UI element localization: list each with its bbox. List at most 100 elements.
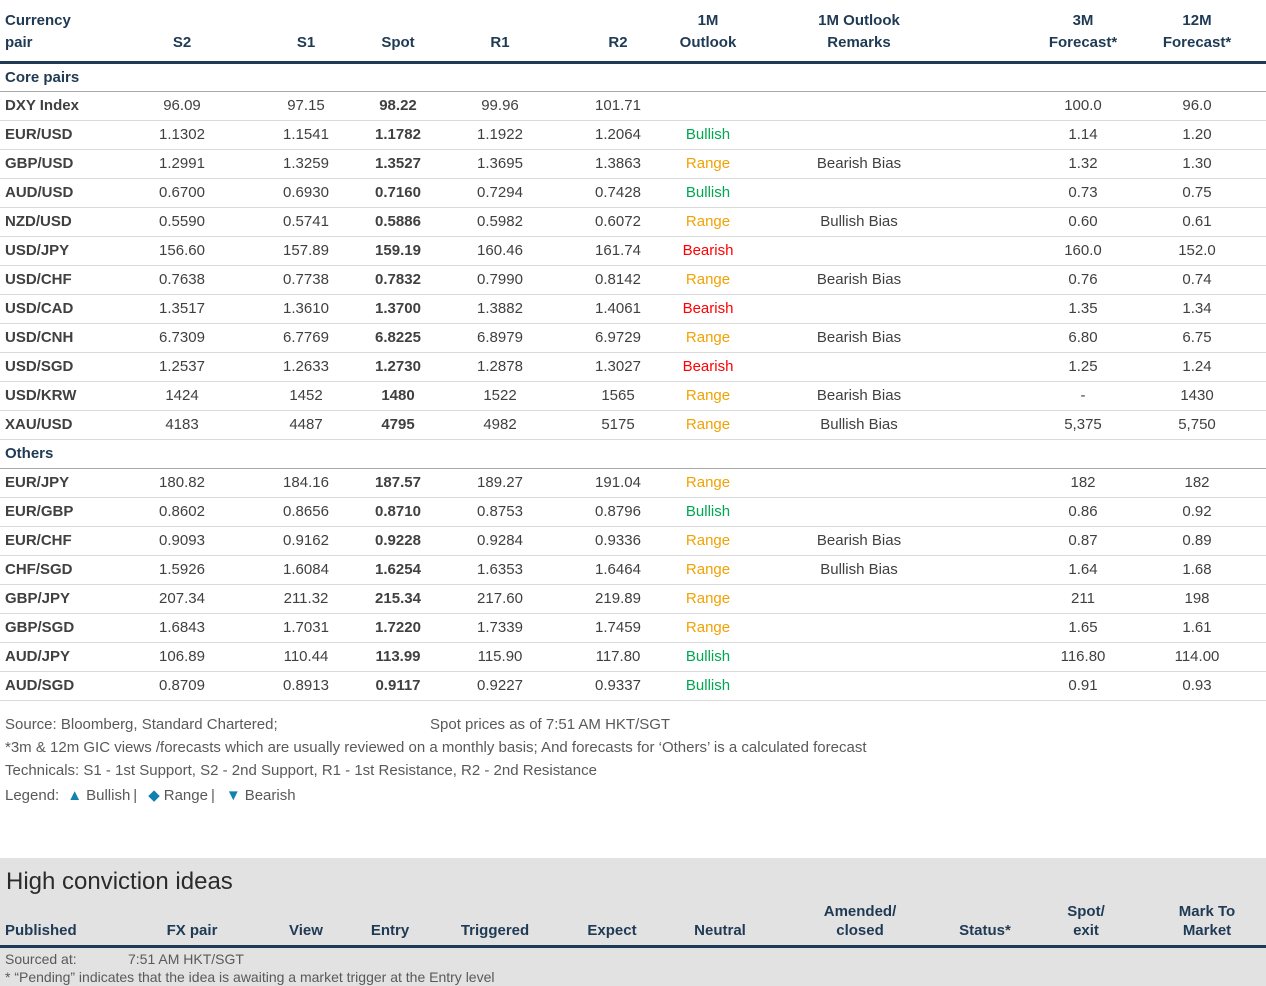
cell-spacer xyxy=(976,352,1038,382)
cell-outlook: Range xyxy=(674,323,742,353)
cell-spot: 0.7160 xyxy=(358,178,438,208)
cell-r2: 0.6072 xyxy=(562,207,674,237)
cell-remarks xyxy=(742,91,976,121)
col-1m-outlook: 1M Outlook xyxy=(674,0,742,64)
section-row: Others xyxy=(0,439,1266,469)
cell-remarks xyxy=(742,294,976,324)
legend-item-label: Range xyxy=(163,786,208,804)
cell-remarks xyxy=(742,236,976,266)
fx-table-header-row: Currency pair S2 S1 Spot R1 R2 1M Outlook 1M Outl… xyxy=(0,0,1266,64)
cell-r2: 1.6464 xyxy=(562,555,674,585)
col-r2: R2 xyxy=(562,0,674,64)
section-label: Core pairs xyxy=(0,62,1266,92)
fx-row: EUR/JPY 180.82 184.16 187.57 189.27 191.04 Ran… xyxy=(0,468,1266,498)
legend-item-label: Bullish xyxy=(86,786,131,804)
cell-pair: GBP/USD xyxy=(0,149,110,179)
cell-12m-forecast: 182 xyxy=(1128,468,1266,498)
fx-row: EUR/USD 1.1302 1.1541 1.1782 1.1922 1.2064 Bul… xyxy=(0,120,1266,150)
cell-s1: 0.7738 xyxy=(254,265,358,295)
col-published: Published xyxy=(0,902,120,948)
cell-3m-forecast: - xyxy=(1038,381,1128,411)
cell-pair: NZD/USD xyxy=(0,207,110,237)
cell-spot: 113.99 xyxy=(358,642,438,672)
legend-separator: | xyxy=(133,786,138,804)
cell-outlook: Range xyxy=(674,613,742,643)
cell-r2: 219.89 xyxy=(562,584,674,614)
cell-remarks xyxy=(742,352,976,382)
cell-remarks xyxy=(742,178,976,208)
cell-spacer xyxy=(976,671,1038,701)
cell-s2: 1424 xyxy=(110,381,254,411)
cell-pair: EUR/GBP xyxy=(0,497,110,527)
cell-pair: AUD/USD xyxy=(0,178,110,208)
fx-table-body: Core pairs DXY Index 96.09 97.15 98.22 99.96 1… xyxy=(0,62,1266,701)
cell-spacer xyxy=(976,294,1038,324)
cell-outlook: Bearish xyxy=(674,294,742,324)
cell-r2: 0.9336 xyxy=(562,526,674,556)
cell-s2: 1.5926 xyxy=(110,555,254,585)
cell-spacer xyxy=(976,381,1038,411)
cell-s1: 157.89 xyxy=(254,236,358,266)
cell-pair: USD/JPY xyxy=(0,236,110,266)
cell-spot: 0.9117 xyxy=(358,671,438,701)
cell-r1: 1.3695 xyxy=(438,149,562,179)
fx-row: DXY Index 96.09 97.15 98.22 99.96 101.71 100.0… xyxy=(0,91,1266,121)
cell-s1: 4487 xyxy=(254,410,358,440)
sourced-at-line: Sourced at: 7:51 AM HKT/SGT xyxy=(0,948,1266,968)
cell-spot: 1.3527 xyxy=(358,149,438,179)
cell-r1: 160.46 xyxy=(438,236,562,266)
cell-s2: 156.60 xyxy=(110,236,254,266)
cell-remarks xyxy=(742,468,976,498)
cell-s2: 0.8709 xyxy=(110,671,254,701)
pending-note: * “Pending” indicates that the idea is a… xyxy=(5,969,495,985)
high-conviction-header-row: Published FX pair View Entry Triggered Expect… xyxy=(0,902,1266,948)
col-triggered: Triggered xyxy=(432,902,558,948)
cell-remarks: Bearish Bias xyxy=(742,323,976,353)
cell-spot: 0.8710 xyxy=(358,497,438,527)
cell-3m-forecast: 0.60 xyxy=(1038,207,1128,237)
cell-outlook: Bearish xyxy=(674,236,742,266)
cell-s1: 0.5741 xyxy=(254,207,358,237)
cell-3m-forecast: 1.32 xyxy=(1038,149,1128,179)
cell-r2: 6.9729 xyxy=(562,323,674,353)
cell-spot: 1480 xyxy=(358,381,438,411)
sourced-at-label: Sourced at: xyxy=(5,951,77,967)
cell-remarks: Bullish Bias xyxy=(742,555,976,585)
cell-r1: 1522 xyxy=(438,381,562,411)
fx-row: USD/JPY 156.60 157.89 159.19 160.46 161.74 Bea… xyxy=(0,236,1266,266)
footnotes: Source: Bloomberg, Standard Chartered; S… xyxy=(0,701,1266,807)
cell-outlook: Range xyxy=(674,468,742,498)
cell-3m-forecast: 0.91 xyxy=(1038,671,1128,701)
cell-outlook: Range xyxy=(674,526,742,556)
cell-remarks xyxy=(742,642,976,672)
fx-row: XAU/USD 4183 4487 4795 4982 5175 Range Bullish … xyxy=(0,410,1266,440)
cell-spacer xyxy=(976,178,1038,208)
cell-s1: 0.8913 xyxy=(254,671,358,701)
range-diamond-icon: ◆ xyxy=(148,786,160,804)
cell-outlook: Range xyxy=(674,555,742,585)
fx-row: USD/CHF 0.7638 0.7738 0.7832 0.7990 0.8142 Ran… xyxy=(0,265,1266,295)
cell-s2: 180.82 xyxy=(110,468,254,498)
cell-outlook: Range xyxy=(674,265,742,295)
cell-outlook: Range xyxy=(674,381,742,411)
cell-3m-forecast: 1.65 xyxy=(1038,613,1128,643)
col-spot: Spot xyxy=(358,0,438,64)
cell-pair: USD/CHF xyxy=(0,265,110,295)
technicals-note: Technicals: S1 - 1st Support, S2 - 2nd S… xyxy=(5,761,597,779)
cell-spot: 0.5886 xyxy=(358,207,438,237)
cell-3m-forecast: 1.35 xyxy=(1038,294,1128,324)
cell-s2: 1.2537 xyxy=(110,352,254,382)
col-neutral: Neutral xyxy=(666,902,774,948)
cell-3m-forecast: 5,375 xyxy=(1038,410,1128,440)
cell-12m-forecast: 0.89 xyxy=(1128,526,1266,556)
cell-spacer xyxy=(976,120,1038,150)
forecast-note: *3m & 12m GIC views /forecasts which are… xyxy=(5,738,867,756)
cell-spot: 1.6254 xyxy=(358,555,438,585)
legend-item-label: Bearish xyxy=(244,786,296,804)
cell-pair: AUD/JPY xyxy=(0,642,110,672)
cell-3m-forecast: 1.64 xyxy=(1038,555,1128,585)
fx-row: EUR/GBP 0.8602 0.8656 0.8710 0.8753 0.8796 Bul… xyxy=(0,497,1266,527)
cell-s2: 6.7309 xyxy=(110,323,254,353)
cell-r1: 115.90 xyxy=(438,642,562,672)
